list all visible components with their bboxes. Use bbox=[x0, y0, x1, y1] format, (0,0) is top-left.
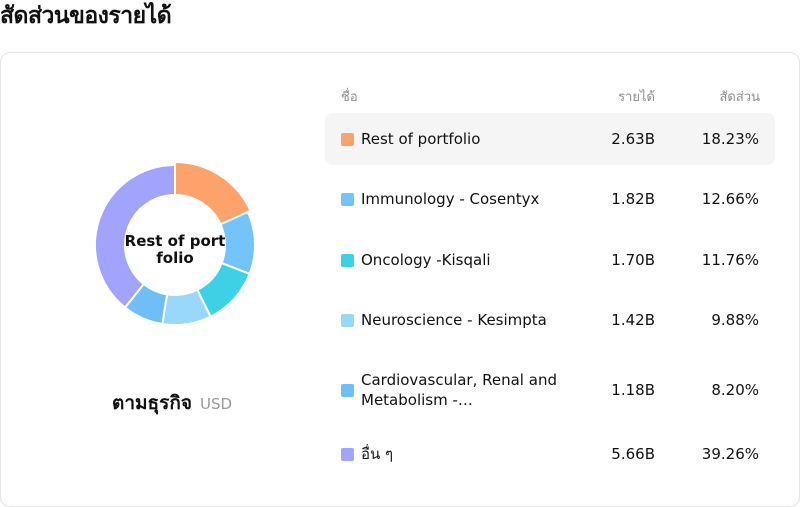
legend-swatch bbox=[341, 314, 354, 327]
donut-chart bbox=[94, 162, 256, 326]
segment-name: Oncology -Kisqali bbox=[361, 251, 491, 269]
segment-share: 39.26% bbox=[701, 445, 759, 463]
segment-name: Cardiovascular, Renal and Metabolism -… bbox=[361, 371, 557, 409]
legend-row-2[interactable]: Oncology -Kisqali 1.70B 11.76% bbox=[325, 234, 775, 286]
donut-slice-0[interactable] bbox=[174, 162, 252, 226]
segment-revenue: 1.82B bbox=[611, 190, 655, 208]
page-title: สัดส่วนของรายได้ bbox=[0, 3, 172, 29]
legend-swatch bbox=[341, 133, 354, 146]
segment-share: 12.66% bbox=[701, 190, 759, 208]
legend-row-0[interactable]: Rest of portfolio 2.63B 18.23% bbox=[325, 113, 775, 165]
legend-row-5[interactable]: อื่น ๆ 5.66B 39.26% bbox=[325, 428, 775, 480]
legend-swatch bbox=[341, 448, 354, 461]
group-label: ตามธุรกิจ bbox=[112, 392, 192, 414]
segment-name: Neuroscience - Kesimpta bbox=[361, 311, 547, 329]
donut-slice-5[interactable] bbox=[94, 163, 176, 309]
chart-caption: ตามธุรกิจ USD bbox=[112, 388, 232, 418]
segment-share: 9.88% bbox=[711, 311, 759, 329]
currency-label: USD bbox=[199, 395, 233, 413]
segment-revenue: 5.66B bbox=[611, 445, 655, 463]
segment-revenue: 1.42B bbox=[611, 311, 655, 329]
segment-name: Rest of portfolio bbox=[361, 130, 481, 148]
segment-share: 18.23% bbox=[701, 130, 759, 148]
legend-row-1[interactable]: Immunology - Cosentyx 1.82B 12.66% bbox=[325, 173, 775, 225]
legend-swatch bbox=[341, 193, 354, 206]
segment-revenue: 1.70B bbox=[611, 251, 655, 269]
legend-swatch bbox=[341, 384, 354, 397]
column-header-revenue: รายได้ bbox=[618, 90, 655, 105]
segment-name: อื่น ๆ bbox=[361, 445, 394, 463]
segment-name: Immunology - Cosentyx bbox=[361, 190, 540, 208]
legend-row-3[interactable]: Neuroscience - Kesimpta 1.42B 9.88% bbox=[325, 294, 775, 346]
column-header-share: สัดส่วน bbox=[719, 90, 761, 105]
legend-row-4[interactable]: Cardiovascular, Renal and Metabolism -… … bbox=[325, 364, 775, 416]
segment-revenue: 1.18B bbox=[611, 381, 655, 399]
legend-swatch bbox=[341, 254, 354, 267]
segment-share: 11.76% bbox=[701, 251, 759, 269]
column-header-name: ชื่อ bbox=[341, 90, 358, 105]
segment-revenue: 2.63B bbox=[611, 130, 655, 148]
segment-share: 8.20% bbox=[711, 381, 759, 399]
donut-center-label: Rest of portfolio bbox=[124, 232, 226, 267]
